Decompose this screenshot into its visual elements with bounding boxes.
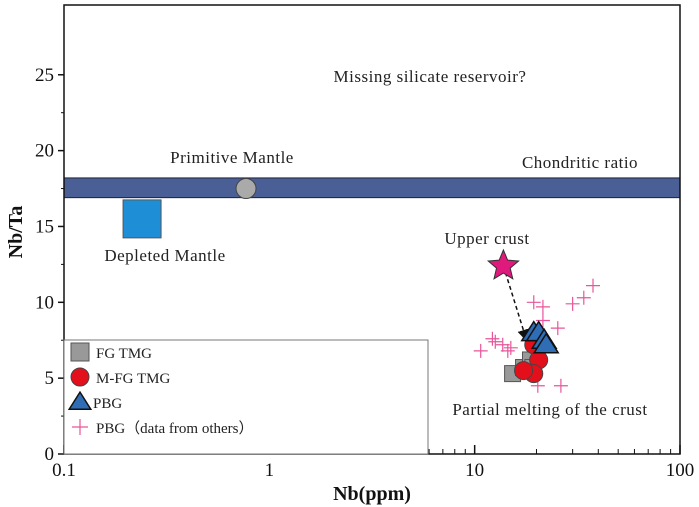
- legend-marker-circle: [70, 367, 90, 387]
- x-tick-label: 0.1: [52, 460, 76, 481]
- data-point-plus: [503, 340, 518, 355]
- y-tick-label: 0: [45, 444, 55, 465]
- arrow-upper-crust-to-cluster: [502, 265, 530, 342]
- reference-point-upper-crust: [486, 248, 520, 280]
- legend-marker-square: [70, 342, 90, 362]
- data-point-plus: [550, 321, 565, 336]
- y-axis-label: Nb/Ta: [5, 206, 27, 259]
- annotation-depleted-mantle: Depleted Mantle: [104, 246, 225, 265]
- legend-marker-plus: [72, 419, 88, 435]
- y-tick-label: 15: [35, 216, 54, 237]
- data-point-plus: [586, 278, 601, 293]
- chondritic-ratio-band: [63, 177, 681, 199]
- data-point-plus: [500, 343, 515, 358]
- annotation-upper-crust: Upper crust: [444, 229, 529, 248]
- data-point-circle: [514, 361, 534, 381]
- legend-label: FG TMG: [96, 346, 152, 362]
- legend-label: PBG: [93, 396, 122, 412]
- band-label-chondritic-ratio: Chondritic ratio: [522, 153, 638, 172]
- data-point-plus: [488, 334, 503, 349]
- y-tick-label: 5: [45, 368, 55, 389]
- legend-marker-triangle: [67, 390, 93, 410]
- x-tick-label: 1: [265, 460, 275, 481]
- x-tick-label: 100: [666, 460, 695, 481]
- y-tick-label: 10: [35, 292, 54, 313]
- data-point-triangle: [532, 332, 560, 354]
- reference-point-depleted-mantle: [122, 199, 162, 239]
- y-tick-label: 25: [35, 65, 54, 86]
- x-axis-label: Nb(ppm): [333, 483, 411, 505]
- data-point-plus: [526, 295, 541, 310]
- annotation-missing-reservoir: Missing silicate reservoir?: [334, 67, 527, 86]
- reference-point-primitive-mantle: [235, 178, 257, 200]
- x-tick-label: 10: [465, 460, 484, 481]
- data-point-plus: [553, 378, 568, 393]
- legend: FG TMG M-FG TMG PBG PBG（data from others）: [67, 342, 253, 437]
- legend-label: PBG（data from others）: [96, 420, 253, 437]
- annotation-partial-melting: Partial melting of the crust: [452, 400, 647, 419]
- data-point-plus: [565, 296, 580, 311]
- data-point-plus: [473, 343, 488, 358]
- legend-box: [63, 339, 429, 455]
- legend-label: M-FG TMG: [96, 371, 170, 387]
- data-point-plus: [576, 290, 591, 305]
- y-tick-label: 20: [35, 141, 54, 162]
- data-point-plus: [485, 331, 500, 346]
- annotation-primitive-mantle: Primitive Mantle: [170, 148, 294, 167]
- data-point-plus: [535, 299, 550, 314]
- data-point-plus: [535, 313, 550, 328]
